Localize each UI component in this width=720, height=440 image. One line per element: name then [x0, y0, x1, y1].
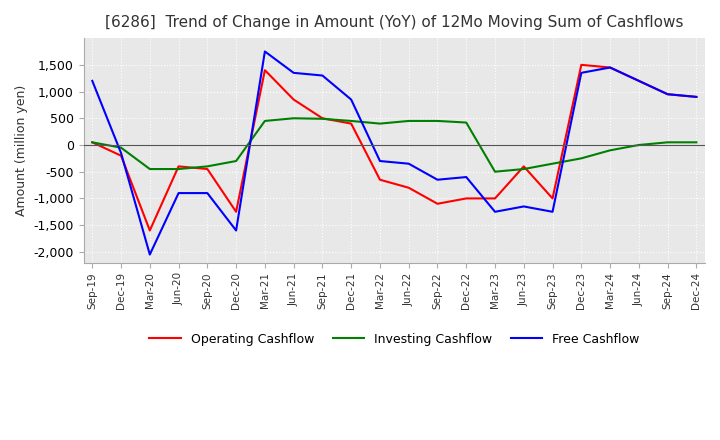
Free Cashflow [232, 228, 240, 233]
Operating Cashflow [634, 78, 643, 84]
Investing Cashflow [117, 145, 125, 150]
Investing Cashflow [692, 139, 701, 145]
Line: Investing Cashflow: Investing Cashflow [92, 118, 696, 172]
Investing Cashflow [462, 120, 471, 125]
Free Cashflow [577, 70, 585, 76]
Operating Cashflow [491, 196, 500, 201]
Operating Cashflow [433, 201, 442, 206]
Operating Cashflow [548, 196, 557, 201]
Investing Cashflow [433, 118, 442, 124]
Investing Cashflow [606, 148, 614, 153]
Free Cashflow [462, 174, 471, 180]
Investing Cashflow [376, 121, 384, 126]
Free Cashflow [174, 191, 183, 196]
Operating Cashflow [462, 196, 471, 201]
Free Cashflow [692, 94, 701, 99]
Investing Cashflow [577, 156, 585, 161]
Legend: Operating Cashflow, Investing Cashflow, Free Cashflow: Operating Cashflow, Investing Cashflow, … [144, 327, 644, 351]
Operating Cashflow [203, 166, 212, 172]
Investing Cashflow [347, 118, 356, 124]
Free Cashflow [261, 49, 269, 54]
Operating Cashflow [606, 65, 614, 70]
Operating Cashflow [88, 139, 96, 145]
Operating Cashflow [145, 228, 154, 233]
Operating Cashflow [376, 177, 384, 182]
Free Cashflow [491, 209, 500, 214]
Investing Cashflow [634, 143, 643, 148]
Free Cashflow [376, 158, 384, 164]
Free Cashflow [606, 65, 614, 70]
Operating Cashflow [405, 185, 413, 191]
Free Cashflow [88, 78, 96, 84]
Operating Cashflow [347, 121, 356, 126]
Operating Cashflow [519, 164, 528, 169]
Free Cashflow [663, 92, 672, 97]
Free Cashflow [145, 252, 154, 257]
Investing Cashflow [663, 139, 672, 145]
Line: Free Cashflow: Free Cashflow [92, 51, 696, 254]
Free Cashflow [433, 177, 442, 182]
Investing Cashflow [491, 169, 500, 174]
Investing Cashflow [203, 164, 212, 169]
Free Cashflow [318, 73, 327, 78]
Free Cashflow [347, 97, 356, 102]
Investing Cashflow [145, 166, 154, 172]
Y-axis label: Amount (million yen): Amount (million yen) [15, 85, 28, 216]
Operating Cashflow [117, 153, 125, 158]
Investing Cashflow [261, 118, 269, 124]
Free Cashflow [548, 209, 557, 214]
Free Cashflow [203, 191, 212, 196]
Title: [6286]  Trend of Change in Amount (YoY) of 12Mo Moving Sum of Cashflows: [6286] Trend of Change in Amount (YoY) o… [105, 15, 683, 30]
Free Cashflow [117, 150, 125, 156]
Free Cashflow [519, 204, 528, 209]
Operating Cashflow [692, 94, 701, 99]
Free Cashflow [289, 70, 298, 76]
Investing Cashflow [519, 166, 528, 172]
Operating Cashflow [261, 67, 269, 73]
Operating Cashflow [663, 92, 672, 97]
Investing Cashflow [232, 158, 240, 164]
Operating Cashflow [232, 209, 240, 214]
Free Cashflow [405, 161, 413, 166]
Investing Cashflow [405, 118, 413, 124]
Operating Cashflow [318, 116, 327, 121]
Operating Cashflow [174, 164, 183, 169]
Free Cashflow [634, 78, 643, 84]
Investing Cashflow [548, 161, 557, 166]
Line: Operating Cashflow: Operating Cashflow [92, 65, 696, 231]
Operating Cashflow [289, 97, 298, 102]
Investing Cashflow [318, 116, 327, 121]
Investing Cashflow [289, 116, 298, 121]
Investing Cashflow [174, 166, 183, 172]
Investing Cashflow [88, 139, 96, 145]
Operating Cashflow [577, 62, 585, 67]
